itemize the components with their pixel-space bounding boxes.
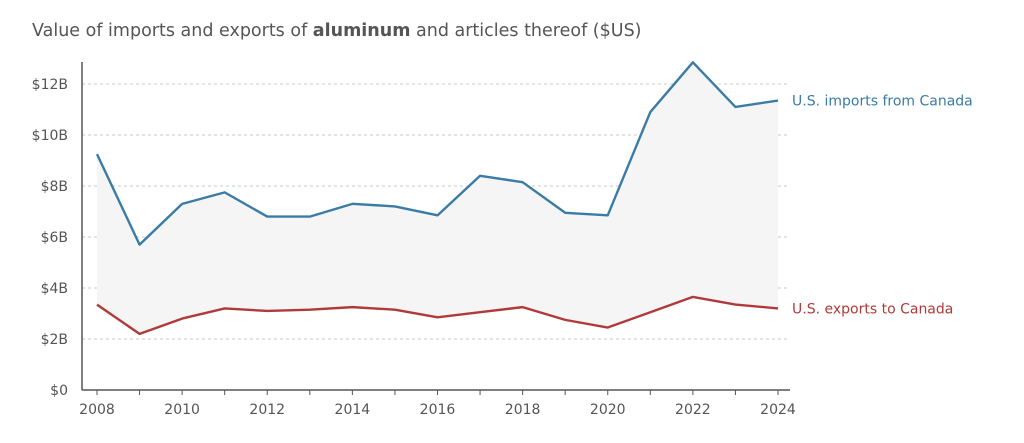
x-tick-label: 2024 [760, 402, 796, 418]
x-tick-label: 2010 [164, 402, 200, 418]
x-tick-label: 2018 [505, 402, 541, 418]
x-tick-label: 2020 [590, 402, 626, 418]
x-tick-label: 2008 [79, 402, 115, 418]
y-tick-label: $12B [32, 77, 68, 93]
exports-line [96, 295, 779, 336]
axis-layer: $0 $2B $4B $6B $8B $10B $12B 2008 2010 2012 2014 20… [32, 62, 796, 418]
y-tick-label: $0 [50, 383, 68, 399]
chart-title-bold: aluminum [312, 21, 411, 41]
x-tick-label: 2014 [335, 402, 371, 418]
series-layer [95, 61, 779, 336]
chart-title-suffix: and articles thereof ($US) [410, 21, 642, 41]
chart-title: Value of imports and exports of aluminum… [32, 21, 642, 41]
y-tick-label: $10B [32, 128, 68, 144]
y-tick-label: $4B [41, 281, 68, 297]
label-layer: U.S. imports from Canada U.S. exports to … [792, 94, 973, 318]
x-tick-label: 2016 [420, 402, 456, 418]
x-tick-label: 2012 [249, 402, 285, 418]
y-tick-label: $6B [41, 230, 68, 246]
exports-series-label: U.S. exports to Canada [792, 301, 953, 317]
fill-layer [97, 62, 778, 334]
x-tick-label: 2022 [675, 402, 711, 418]
chart-title-prefix: Value of imports and exports of [32, 21, 313, 41]
imports-line [95, 61, 779, 246]
y-tick-label: $8B [41, 179, 68, 195]
between-series-fill [97, 62, 778, 334]
imports-series-label: U.S. imports from Canada [792, 94, 973, 110]
y-tick-label: $2B [41, 332, 68, 348]
